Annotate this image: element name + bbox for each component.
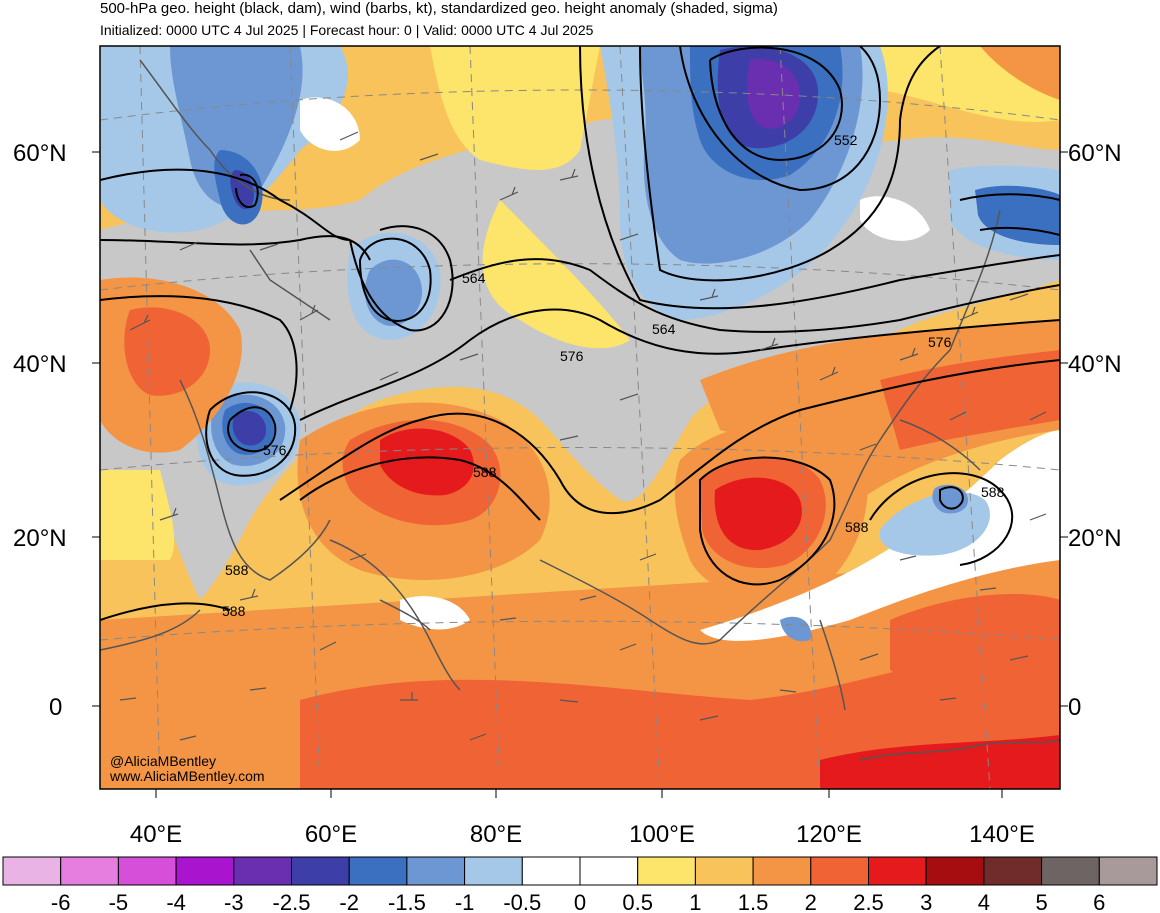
lat-label-left: 60°N (13, 140, 67, 167)
colorbar-swatch (406, 856, 466, 886)
longitude-labels: 40°E 60°E 80°E 100°E 120°E 140°E (130, 821, 1035, 848)
axis-ticks (92, 151, 1068, 798)
contour-label: 564 (462, 270, 486, 286)
colorbar-swatch (752, 856, 812, 886)
colorbar-label: -3 (224, 890, 244, 913)
lat-label-right: 20°N (1068, 525, 1122, 552)
colorbar-label: -1 (455, 890, 475, 913)
contour-label: 576 (263, 442, 287, 458)
colorbar-label: 2.5 (853, 890, 884, 913)
colorbar-swatch (983, 856, 1043, 886)
contour-label: 588 (845, 519, 869, 535)
colorbar-swatch (810, 856, 869, 886)
lat-label-right: 60°N (1068, 140, 1122, 167)
colorbar-swatch (1041, 856, 1100, 886)
colorbar-swatch (348, 856, 408, 886)
colorbar-swatch (175, 856, 235, 886)
lon-label: 100°E (629, 821, 695, 848)
lat-label-left: 40°N (13, 351, 67, 378)
colorbar-swatch (1098, 856, 1158, 886)
contour-label: 576 (560, 348, 584, 364)
colorbar-label: 0.5 (622, 890, 653, 913)
contour-label: 588 (473, 464, 497, 480)
credit-url: www.AliciaMBentley.com (109, 768, 265, 784)
colorbar: -6 -5 -4 -3 -2.5 -2 -1.5 -1 -0.5 0 0.5 1 1.5 2 2.5 3 4 5 6 (2, 856, 1158, 913)
colorbar-label: -6 (51, 890, 71, 913)
colorbar-swatch (117, 856, 177, 886)
colorbar-swatch (233, 856, 293, 886)
lon-label: 80°E (470, 821, 522, 848)
lon-label: 60°E (305, 821, 357, 848)
lat-label-left: 0 (49, 694, 62, 721)
colorbar-label: -0.5 (503, 890, 541, 913)
lon-label: 140°E (969, 821, 1035, 848)
colorbar-label: 4 (978, 890, 990, 913)
map-subtitle: Initialized: 0000 UTC 4 Jul 2025 | Forec… (100, 22, 594, 38)
lat-label-right: 0 (1068, 694, 1081, 721)
contour-labels: 552 564 564 576 576 576 588 588 588 588 … (222, 132, 1005, 619)
height-contours (100, 46, 1060, 621)
colorbar-swatch (2, 856, 62, 886)
coastlines (100, 59, 1060, 761)
colorbar-label: 3 (920, 890, 932, 913)
lon-label: 120°E (796, 821, 862, 848)
map-frame (99, 45, 1061, 790)
colorbar-swatch (637, 856, 696, 886)
contour-label: 552 (834, 132, 858, 148)
colorbar-swatch (521, 856, 581, 886)
colorbar-label: 2 (805, 890, 817, 913)
colorbar-label: 1 (689, 890, 701, 913)
lat-label-right: 40°N (1068, 351, 1122, 378)
colorbar-label: 1.5 (738, 890, 769, 913)
colorbar-label: -2.5 (273, 890, 311, 913)
colorbar-swatch (925, 856, 985, 886)
contour-label: 588 (981, 484, 1005, 500)
colorbar-label: 0 (574, 890, 586, 913)
colorbar-swatch (291, 856, 350, 886)
lon-label: 40°E (130, 821, 182, 848)
credit: @AliciaMBentley www.AliciaMBentley.com (109, 753, 265, 784)
anomaly-field (100, 46, 1060, 789)
colorbar-swatch (868, 856, 927, 886)
contour-label: 588 (225, 562, 249, 578)
credit-handle: @AliciaMBentley (110, 753, 216, 769)
colorbar-label: -5 (109, 890, 129, 913)
colorbar-label: 5 (1035, 890, 1047, 913)
wind-barbs (119, 131, 1047, 741)
colorbar-label: -2 (339, 890, 359, 913)
colorbar-swatch (579, 856, 639, 886)
colorbar-label: -4 (166, 890, 186, 913)
colorbar-swatch (694, 856, 754, 886)
lat-label-left: 20°N (13, 525, 67, 552)
contour-label: 588 (222, 603, 246, 619)
colorbar-label: 6 (1093, 890, 1105, 913)
colorbar-swatch (464, 856, 523, 886)
colorbar-label: -1.5 (388, 890, 426, 913)
contour-label: 576 (928, 334, 952, 350)
latitude-labels: 60°N 40°N 20°N 0 60°N 40°N 20°N 0 (13, 140, 1122, 721)
contour-label: 564 (652, 321, 676, 337)
colorbar-swatch (60, 856, 119, 886)
map-title: 500-hPa geo. height (black, dam), wind (… (100, 0, 778, 17)
